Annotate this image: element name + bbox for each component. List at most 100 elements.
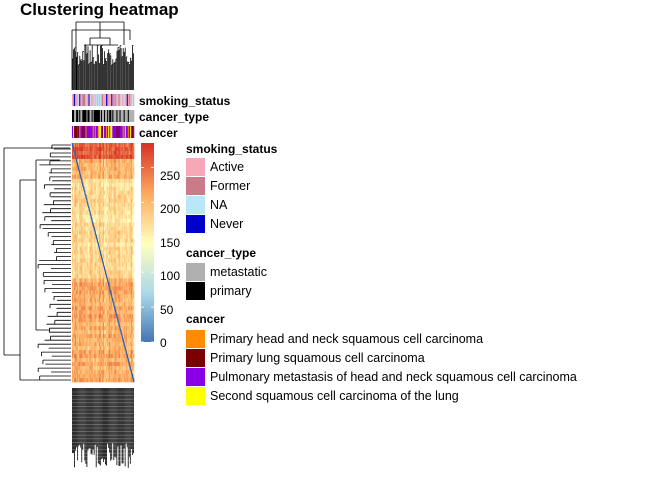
heatmap-cell <box>120 334 122 339</box>
heatmap-cell <box>91 190 93 196</box>
heatmap-cell <box>96 318 99 323</box>
heatmap-cell <box>113 314 115 319</box>
heatmap-cell <box>78 278 80 283</box>
heatmap-cell <box>88 314 90 319</box>
heatmap-cell <box>79 330 81 335</box>
heatmap-cell <box>117 246 119 251</box>
column-label <box>100 388 102 460</box>
heatmap-cell <box>74 326 76 331</box>
heatmap-diagonal <box>71 142 135 383</box>
heatmap-cell <box>86 190 88 196</box>
heatmap-cell <box>129 362 132 367</box>
heatmap-cell <box>76 250 78 255</box>
heatmap-cell <box>95 354 98 359</box>
heatmap-cell <box>96 234 99 239</box>
heatmap-cell <box>118 354 120 359</box>
heatmap-cell <box>82 234 84 239</box>
heatmap-cell <box>90 330 92 335</box>
heatmap-cell <box>118 258 120 263</box>
heatmap-cell <box>101 286 104 291</box>
heatmap-cell <box>76 378 78 383</box>
heatmap-cell <box>85 170 87 176</box>
heatmap-cell <box>109 250 111 255</box>
heatmap-cell <box>121 290 123 295</box>
heatmap-cell <box>92 346 94 351</box>
heatmap-cell <box>119 334 121 339</box>
heatmap-cell <box>97 230 100 235</box>
heatmap-cell <box>87 242 89 247</box>
heatmap-cell <box>125 338 128 343</box>
heatmap-cell <box>127 242 130 247</box>
heatmap-cell <box>86 362 88 367</box>
annotation-cell-cancer <box>76 126 78 138</box>
heatmap-cell <box>125 362 128 367</box>
heatmap-cell <box>81 338 83 343</box>
heatmap-cell <box>129 182 132 188</box>
heatmap-cell <box>112 218 114 223</box>
heatmap-cell <box>116 326 118 331</box>
heatmap-cell <box>116 282 118 287</box>
heatmap-cell <box>87 338 89 343</box>
column-label <box>120 388 122 446</box>
heatmap-cell <box>131 358 134 363</box>
heatmap-cell <box>72 198 74 204</box>
annotation-cell-smoking-status <box>118 94 120 106</box>
heatmap-cell <box>98 374 101 379</box>
heatmap-cell <box>115 378 117 383</box>
heatmap-cell <box>72 230 74 235</box>
heatmap-cell <box>84 150 86 156</box>
heatmap-cell <box>112 342 114 347</box>
heatmap-cell <box>131 282 134 287</box>
heatmap-cell <box>126 274 129 279</box>
heatmap-cell <box>117 298 119 303</box>
heatmap-cell <box>112 202 114 208</box>
heatmap-cell <box>124 366 127 371</box>
heatmap-cell <box>106 370 108 375</box>
heatmap-cell <box>110 330 112 335</box>
heatmap-cell <box>104 310 106 315</box>
heatmap-cell <box>88 350 90 355</box>
heatmap-cell <box>115 254 117 259</box>
heatmap-cell <box>101 146 104 152</box>
heatmap-cell <box>110 350 112 355</box>
heatmap-cell <box>104 190 106 196</box>
heatmap-cell <box>82 158 84 164</box>
heatmap-cell <box>95 258 98 263</box>
heatmap-cell <box>94 378 97 383</box>
heatmap-cell <box>122 270 124 275</box>
heatmap-cell <box>114 182 116 188</box>
heatmap-cell <box>84 358 86 363</box>
heatmap-cell <box>76 182 78 188</box>
heatmap-cell <box>127 250 130 255</box>
heatmap-cell <box>131 338 134 343</box>
heatmap-cell <box>109 366 111 371</box>
heatmap-cell <box>120 374 122 379</box>
heatmap-cell <box>113 334 115 339</box>
heatmap-cell <box>107 162 109 168</box>
heatmap-cell <box>119 350 121 355</box>
heatmap-cell <box>121 230 123 235</box>
heatmap-cell <box>97 234 100 239</box>
heatmap-cell <box>119 230 121 235</box>
heatmap-cell <box>85 346 87 351</box>
heatmap-cell <box>80 298 82 303</box>
heatmap-cell <box>118 194 120 200</box>
heatmap-cell <box>113 290 115 295</box>
heatmap-cell <box>119 282 121 287</box>
heatmap-cell <box>79 178 81 184</box>
heatmap-cell <box>100 262 103 267</box>
heatmap-cell <box>88 342 90 347</box>
heatmap-cell <box>72 162 74 168</box>
heatmap-cell <box>121 234 123 239</box>
heatmap-cell <box>126 330 129 335</box>
heatmap-cell <box>78 262 80 267</box>
heatmap-cell <box>132 354 135 359</box>
heatmap-cell <box>82 290 84 295</box>
heatmap-cell <box>80 186 82 192</box>
heatmap-cell <box>98 218 101 223</box>
heatmap-cell <box>82 314 84 319</box>
heatmap-cell <box>101 338 104 343</box>
heatmap-cell <box>86 210 88 215</box>
heatmap-cell <box>117 174 119 180</box>
heatmap-cell <box>80 306 82 311</box>
